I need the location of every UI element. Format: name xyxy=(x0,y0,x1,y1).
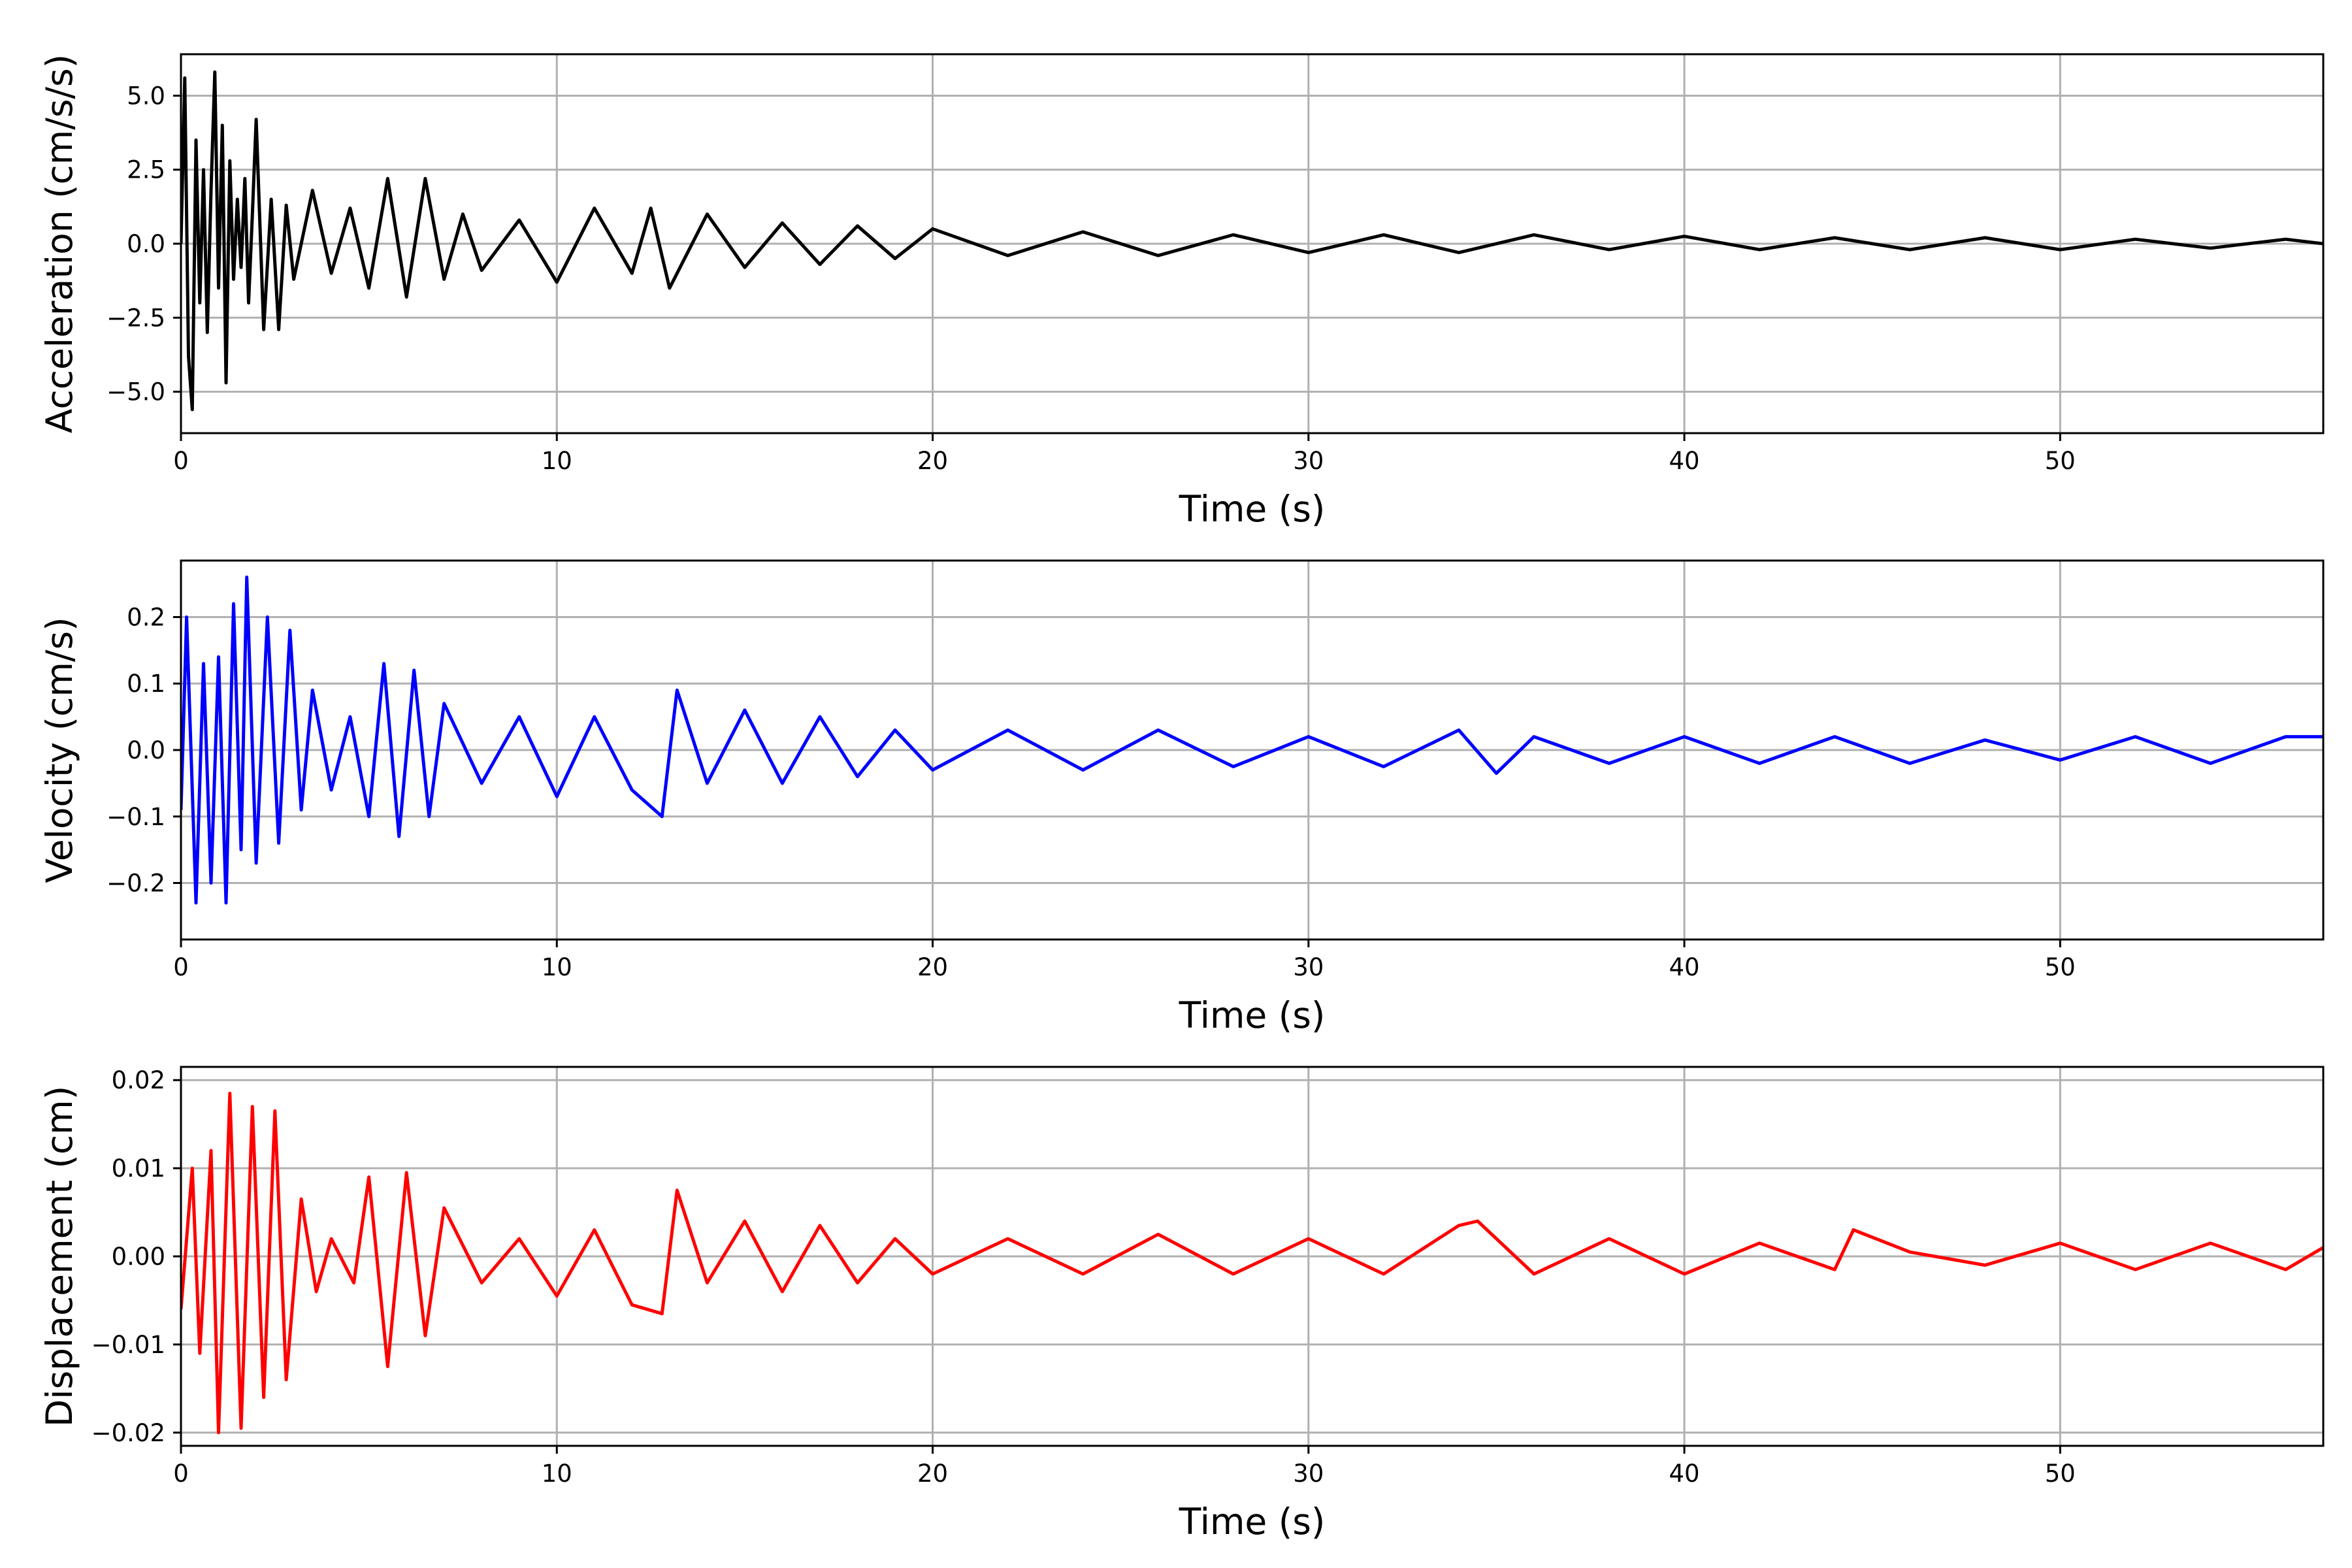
velocity-ytick-label: 0.0 xyxy=(127,736,165,764)
acceleration-xtick-label: 40 xyxy=(1669,447,1700,475)
displacement-ylabel: Displacement (cm) xyxy=(39,1086,80,1427)
displacement-xtick-label: 40 xyxy=(1669,1460,1700,1488)
acceleration-panel: 0 10 20 30 40 50 −5.0 −2.5 0.0 2.5 5.0 Time (s) Acce… xyxy=(39,53,2325,530)
velocity-xtick-label: 20 xyxy=(917,953,948,981)
displacement-ytick-label: −0.01 xyxy=(91,1331,165,1359)
velocity-panel: 0 10 20 30 40 50 −0.2 −0.1 0.0 0.1 0.2 Time (s) Velo… xyxy=(39,559,2325,1036)
velocity-ytick-label: 0.2 xyxy=(127,603,165,631)
displacement-ytick-label: 0.00 xyxy=(112,1243,165,1271)
displacement-ytick-label: 0.02 xyxy=(112,1066,165,1094)
acceleration-xtick-label: 0 xyxy=(173,447,189,475)
acceleration-xtick-label: 20 xyxy=(917,447,948,475)
displacement-series-line xyxy=(181,1092,2323,1435)
acceleration-ytick-label: 5.0 xyxy=(127,82,165,110)
acceleration-ytick-label: 0.0 xyxy=(127,230,165,258)
acceleration-series-line xyxy=(181,70,2323,412)
displacement-ytick-label: 0.01 xyxy=(112,1154,165,1183)
displacement-xtick-label: 10 xyxy=(542,1460,572,1488)
velocity-xtick-label: 50 xyxy=(2045,953,2076,981)
velocity-xlabel: Time (s) xyxy=(1179,994,1326,1036)
velocity-ytick-label: 0.1 xyxy=(127,670,165,698)
velocity-xtick-label: 10 xyxy=(542,953,572,981)
velocity-xtick-label: 30 xyxy=(1293,953,1324,981)
displacement-ytick-label: −0.02 xyxy=(91,1419,165,1447)
velocity-xtick-label: 40 xyxy=(1669,953,1700,981)
displacement-xtick-label: 50 xyxy=(2045,1460,2076,1488)
acceleration-ytick-label: −5.0 xyxy=(106,378,165,406)
velocity-ytick-label: −0.1 xyxy=(106,803,165,831)
displacement-xlabel: Time (s) xyxy=(1179,1501,1326,1543)
acceleration-xlabel: Time (s) xyxy=(1179,488,1326,530)
velocity-series-line xyxy=(181,575,2323,905)
acceleration-ylabel: Acceleration (cm/s/s) xyxy=(39,54,80,433)
velocity-xtick-label: 0 xyxy=(173,953,189,981)
displacement-xtick-label: 20 xyxy=(917,1460,948,1488)
acceleration-xtick-label: 30 xyxy=(1293,447,1324,475)
velocity-ylabel: Velocity (cm/s) xyxy=(39,617,80,883)
velocity-ytick-label: −0.2 xyxy=(106,870,165,898)
acceleration-xtick-label: 10 xyxy=(542,447,572,475)
displacement-xtick-label: 30 xyxy=(1293,1460,1324,1488)
displacement-xtick-label: 0 xyxy=(173,1460,189,1488)
acceleration-ytick-label: 2.5 xyxy=(127,156,165,184)
acceleration-ytick-label: −2.5 xyxy=(106,304,165,332)
acceleration-xtick-label: 50 xyxy=(2045,447,2076,475)
displacement-panel: 0 10 20 30 40 50 −0.02 −0.01 0.00 0.01 0.02 Time (s… xyxy=(39,1066,2325,1543)
